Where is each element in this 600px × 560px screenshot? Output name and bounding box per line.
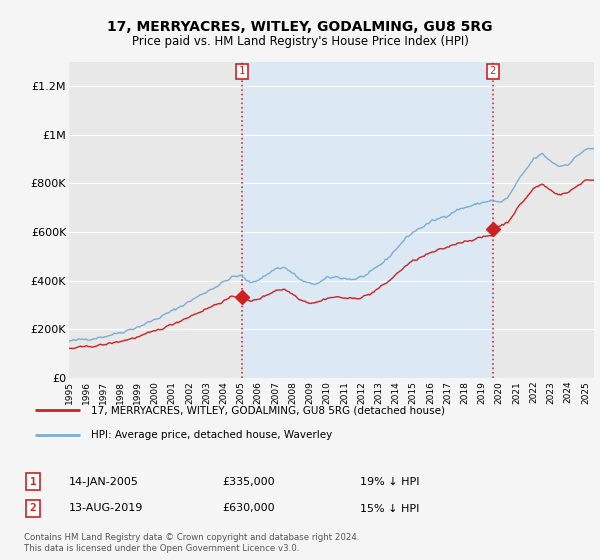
Text: £335,000: £335,000 xyxy=(222,477,275,487)
Text: 2: 2 xyxy=(490,66,496,76)
Text: 17, MERRYACRES, WITLEY, GODALMING, GU8 5RG: 17, MERRYACRES, WITLEY, GODALMING, GU8 5… xyxy=(107,20,493,34)
Text: Contains HM Land Registry data © Crown copyright and database right 2024.
This d: Contains HM Land Registry data © Crown c… xyxy=(24,533,359,553)
Text: 13-AUG-2019: 13-AUG-2019 xyxy=(69,503,143,514)
Bar xyxy=(242,62,493,378)
Text: 1: 1 xyxy=(239,66,245,76)
Text: 15% ↓ HPI: 15% ↓ HPI xyxy=(360,503,419,514)
Text: 14-JAN-2005: 14-JAN-2005 xyxy=(69,477,139,487)
Text: 19% ↓ HPI: 19% ↓ HPI xyxy=(360,477,419,487)
Text: HPI: Average price, detached house, Waverley: HPI: Average price, detached house, Wave… xyxy=(91,430,332,440)
Text: 2: 2 xyxy=(29,503,37,514)
Text: Price paid vs. HM Land Registry's House Price Index (HPI): Price paid vs. HM Land Registry's House … xyxy=(131,35,469,48)
Text: £630,000: £630,000 xyxy=(222,503,275,514)
Text: 17, MERRYACRES, WITLEY, GODALMING, GU8 5RG (detached house): 17, MERRYACRES, WITLEY, GODALMING, GU8 5… xyxy=(91,405,445,416)
Text: 1: 1 xyxy=(29,477,37,487)
